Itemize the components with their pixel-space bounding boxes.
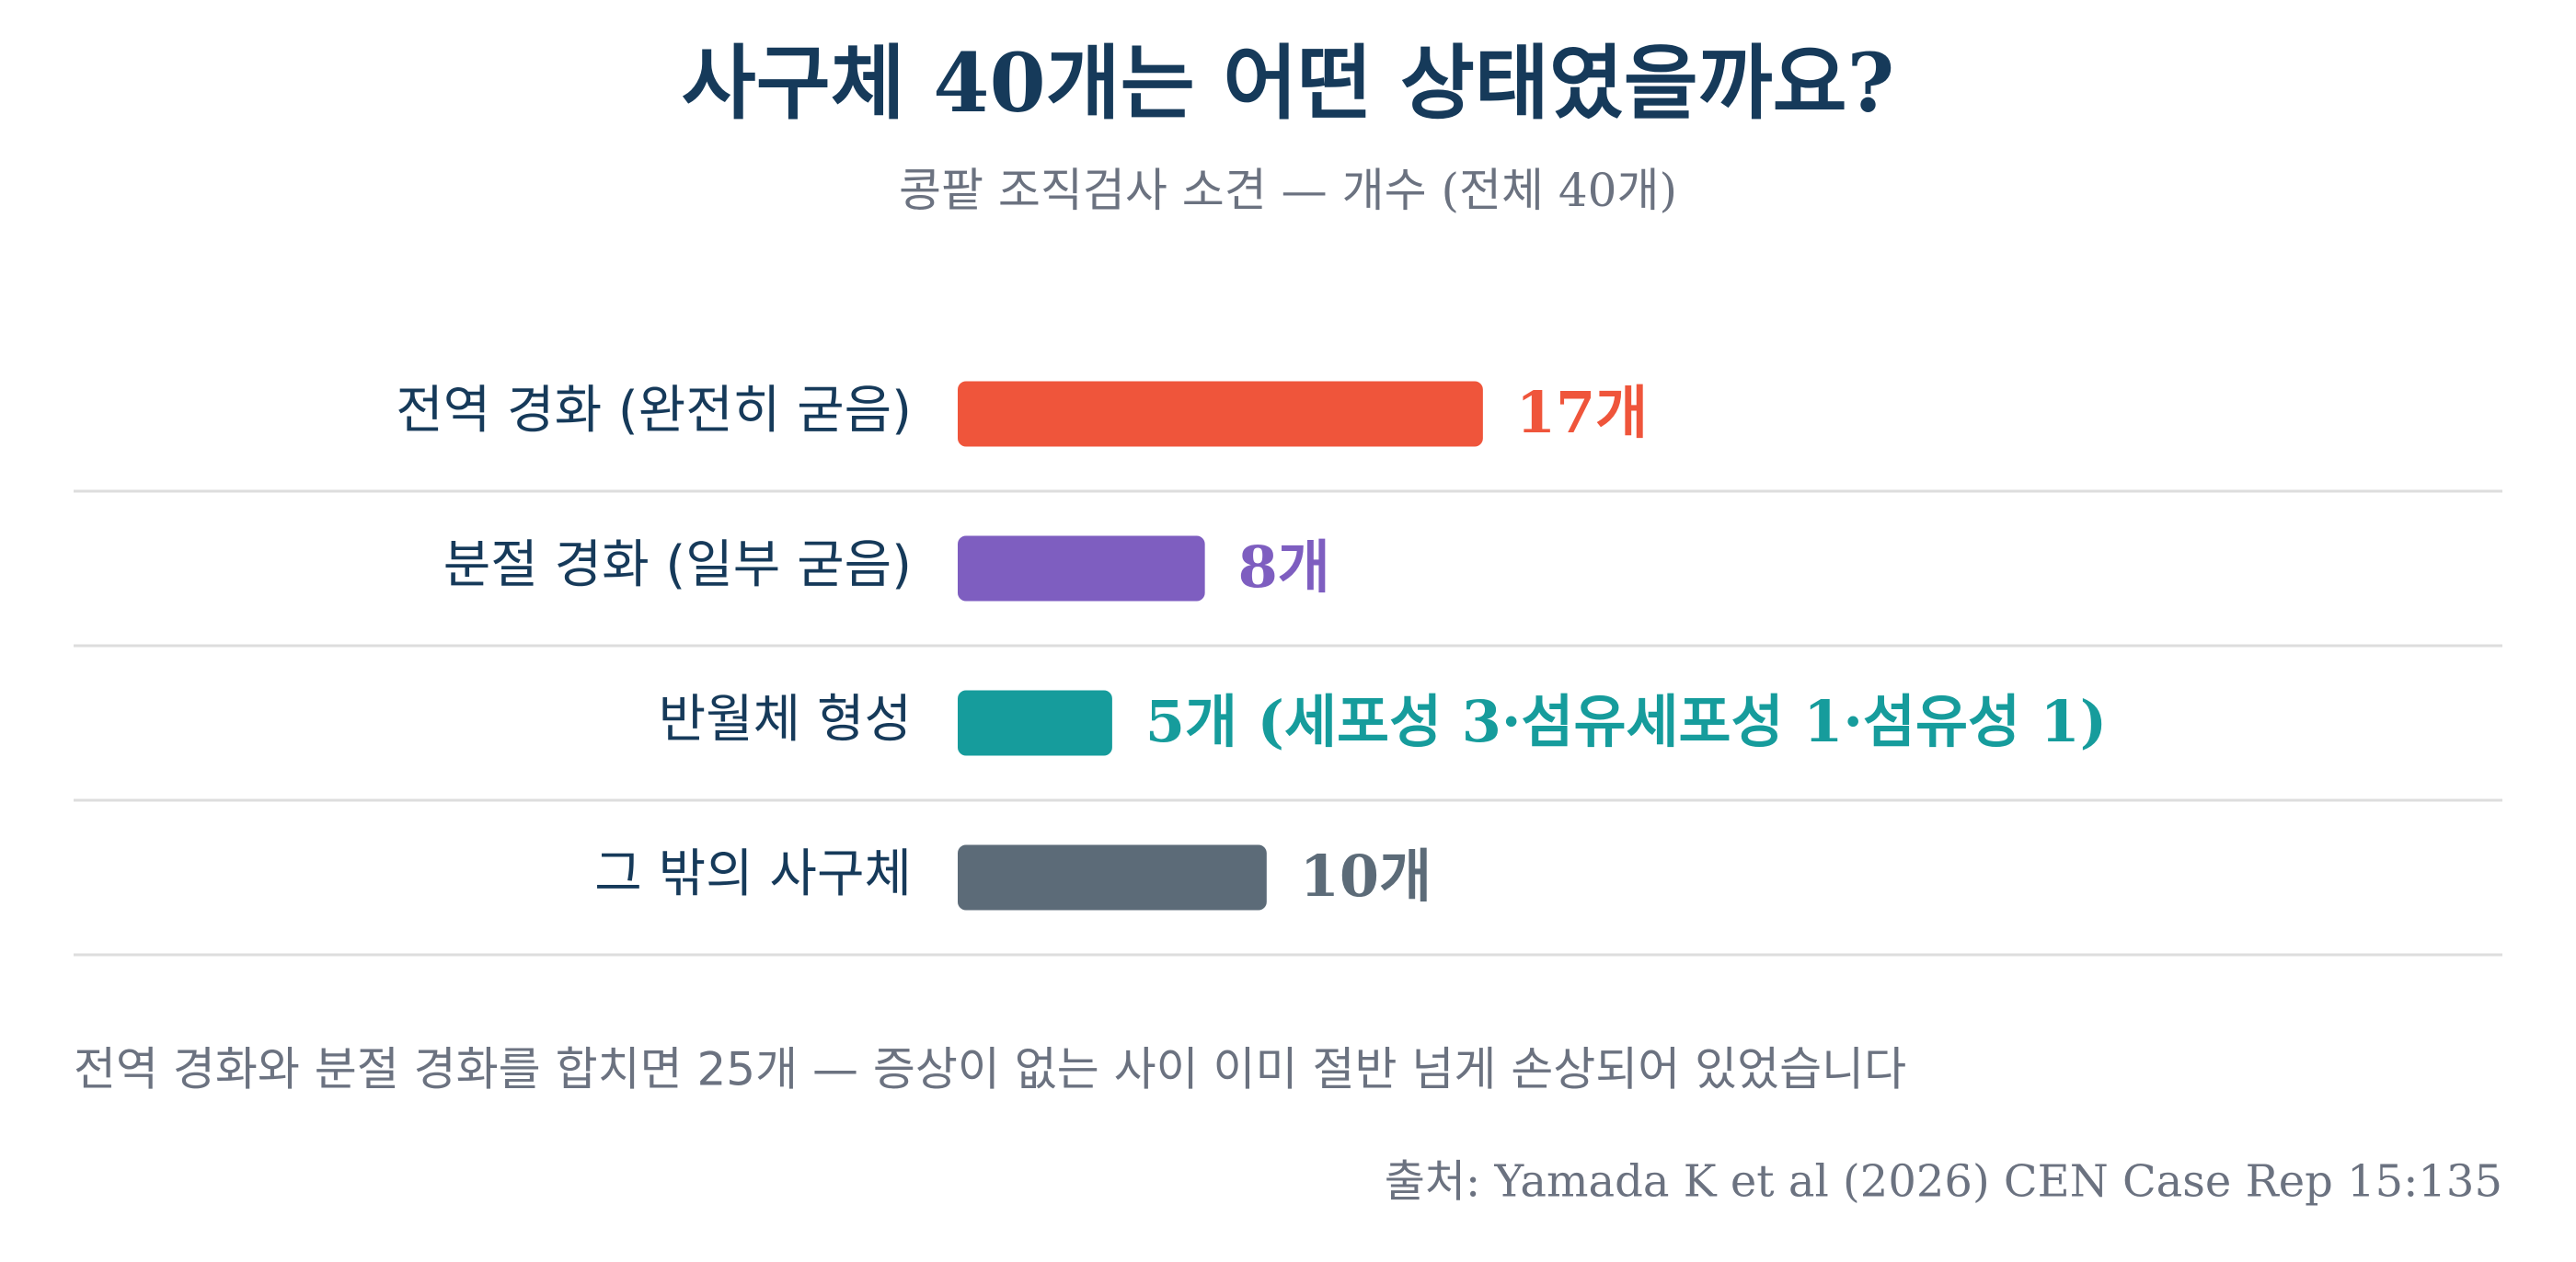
chart-source: 출처: Yamada K et al (2026) CEN Case Rep 1… [1385,1156,2502,1208]
y-tick-label: 그 밖의 사구체 [594,844,912,904]
chart-note: 전역 경화와 분절 경화를 합치면 25개 — 증상이 없는 사이 이미 절반 … [74,1043,1906,1096]
value-label: 17개 [1516,379,1648,446]
y-tick-label: 전역 경화 (완전히 굳음) [396,381,912,441]
bar [958,690,1112,756]
bar [958,535,1205,602]
chart-title: 사구체 40개는 어떤 상태였을까요? [682,35,1894,131]
value-label: 8개 [1238,533,1330,601]
value-label: 5개 (세포성 3·섬유세포성 1·섬유성 1) [1145,688,2107,755]
value-label: 10개 [1300,843,1432,910]
bar [958,844,1267,911]
y-tick-label: 반월체 형성 [659,690,912,750]
bar [958,381,1483,447]
y-tick-label: 분절 경화 (일부 굳음) [443,535,912,595]
chart-subtitle: 콩팥 조직검사 소견 — 개수 (전체 40개) [899,164,1677,217]
